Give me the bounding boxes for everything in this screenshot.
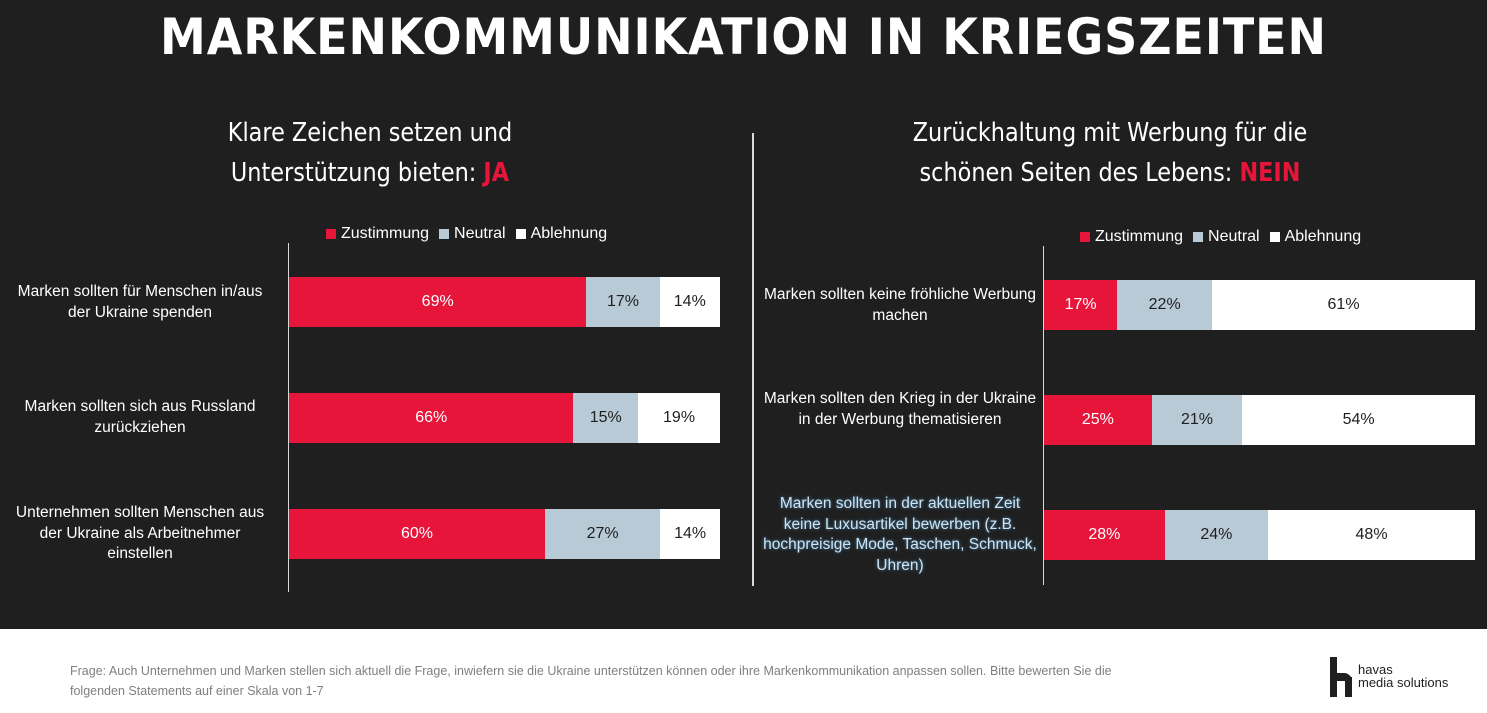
legend-swatch-zustimmung [1080,232,1090,242]
legend-swatch-ablehnung [1269,232,1280,242]
data-label: 19% [663,409,696,426]
data-label: 28% [1088,526,1121,543]
chart-left-legend: Zustimmung Neutral Ablehnung [326,224,617,244]
chart-right-title-line2: schönen Seiten des Lebens: [919,158,1240,188]
chart-right-legend: Zustimmung Neutral Ablehnung [1080,227,1371,247]
stacked-bar: 28% 24% 48% [1044,510,1475,560]
bar-segment-ablehnung: 61% [1212,280,1475,330]
data-label: 27% [586,525,619,542]
havas-h-icon [1328,657,1354,697]
chart-right-title-answer: NEIN [1239,158,1301,188]
bar-segment-neutral: 17% [586,277,660,327]
legend-swatch-neutral [439,229,450,239]
bar-segment-ablehnung: 48% [1268,510,1475,560]
bar-segment-zustimmung: 66% [289,393,574,443]
legend-item-neutral: Neutral [439,224,506,244]
bar-segment-ablehnung: 14% [660,509,720,559]
bar-segment-neutral: 21% [1151,395,1243,445]
data-label: 48% [1355,526,1388,543]
stacked-bar: 60% 27% 14% [289,509,720,559]
data-label: 60% [401,525,434,542]
category-label: Marken sollten sich aus Russland zurückz… [24,398,256,436]
page-title: MARKENKOMMUNIKATION IN KRIEGSZEITEN [160,8,1327,66]
logo-line1: havas [1358,662,1393,677]
legend-label-ablehnung: Ablehnung [1284,228,1362,245]
bar-segment-neutral: 24% [1164,510,1269,560]
legend-label-neutral: Neutral [1208,228,1260,245]
data-label: 14% [674,525,707,542]
bar-segment-neutral: 15% [573,393,639,443]
bar-segment-zustimmung: 25% [1044,395,1152,445]
legend-label-ablehnung: Ablehnung [530,225,608,242]
logo-line2: media solutions [1358,675,1449,690]
bar-segment-zustimmung: 69% [289,277,587,327]
chart-left-title: Klare Zeichen setzen und Unterstützung b… [155,113,585,193]
chart-right-title: Zurückhaltung mit Werbung für die schöne… [895,113,1325,193]
panel-divider [752,133,754,586]
havas-logo: havas media solutions [1328,657,1448,697]
category-label: Marken sollten den Krieg in der Ukraine … [763,390,1037,428]
chart-axis-line [1043,246,1044,585]
bar-segment-ablehnung: 54% [1242,395,1475,445]
bar-segment-neutral: 27% [545,509,661,559]
legend-label-neutral: Neutral [454,225,506,242]
category-label: Marken sollten für Menschen in/aus der U… [17,283,263,321]
category-label: Unternehmen sollten Menschen aus der Ukr… [15,504,265,562]
footnote: Frage: Auch Unternehmen und Marken stell… [70,664,1112,698]
stacked-bar: 69% 17% 14% [289,277,720,327]
bar-segment-zustimmung: 60% [289,509,546,559]
legend-item-zustimmung: Zustimmung [326,224,429,244]
data-label: 17% [606,293,640,310]
legend-item-ablehnung: Ablehnung [515,224,608,244]
bar-segment-zustimmung: 28% [1044,510,1165,560]
bar-segment-zustimmung: 17% [1044,280,1118,330]
chart-left-title-answer: JA [483,158,510,188]
data-label: 17% [1064,296,1097,313]
legend-label-zustimmung: Zustimmung [1095,228,1184,245]
stacked-bar: 17% 22% 61% [1044,280,1475,330]
chart-left-title-line2: Unterstützung bieten: [230,158,484,188]
bar-segment-neutral: 22% [1117,280,1213,330]
legend-label-zustimmung: Zustimmung [341,225,430,242]
data-label: 14% [673,293,706,310]
category-label: Marken sollten keine fröhliche Werbung m… [764,286,1036,324]
data-label: 66% [415,409,448,426]
legend-item-neutral: Neutral [1193,227,1260,247]
data-label: 54% [1342,411,1375,428]
data-label: 69% [421,293,454,310]
legend-item-zustimmung: Zustimmung [1080,227,1183,247]
bar-segment-ablehnung: 14% [659,277,720,327]
chart-right-title-line1: Zurückhaltung mit Werbung für die [912,118,1308,148]
legend-swatch-neutral [1193,232,1204,242]
chart-axis-line [288,243,289,592]
bar-segment-ablehnung: 19% [638,393,720,443]
legend-swatch-zustimmung [326,229,336,239]
category-label: Marken sollten in der aktuellen Zeit kei… [763,495,1037,574]
data-label: 22% [1148,296,1181,313]
legend-item-ablehnung: Ablehnung [1269,227,1362,247]
data-label: 25% [1081,411,1114,428]
data-label: 21% [1180,411,1214,428]
data-label: 15% [589,409,622,426]
chart-left-title-line1: Klare Zeichen setzen und [227,118,513,148]
data-label: 61% [1327,296,1360,313]
legend-swatch-ablehnung [515,229,526,239]
data-label: 24% [1200,526,1233,543]
stacked-bar: 66% 15% 19% [289,393,720,443]
stacked-bar: 25% 21% 54% [1044,395,1475,445]
